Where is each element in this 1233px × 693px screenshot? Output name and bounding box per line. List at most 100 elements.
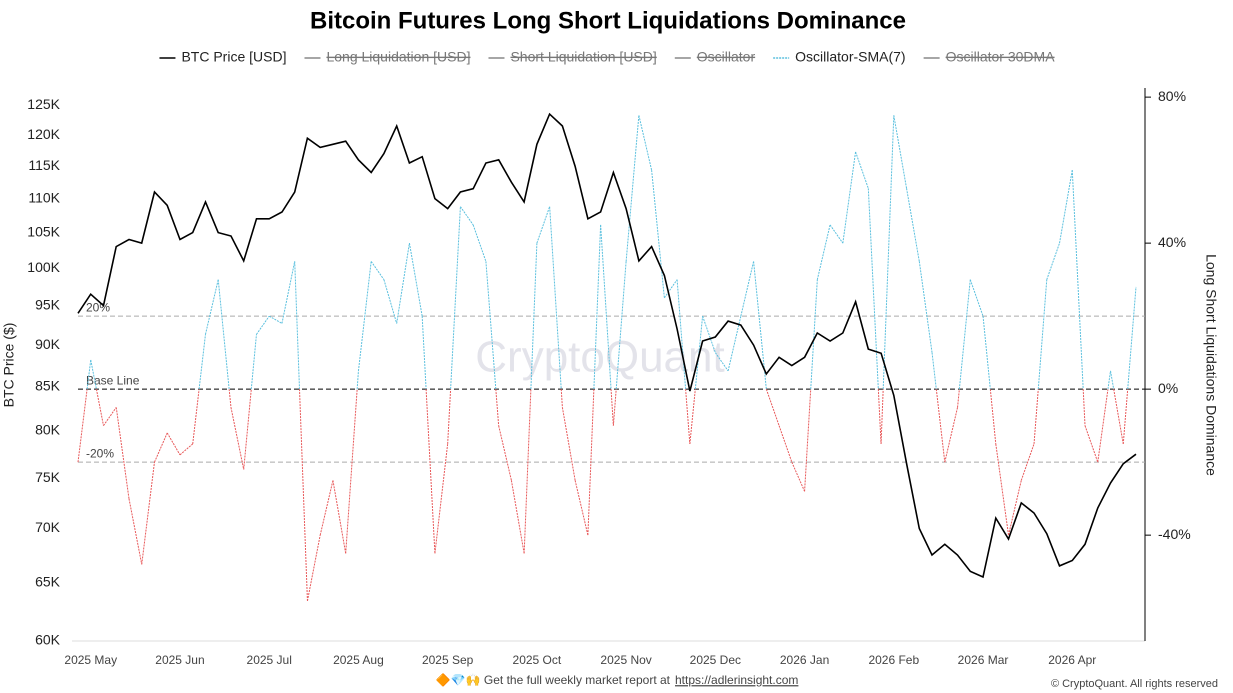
footer: 🔶💎🙌 Get the full weekly market report at <box>436 673 671 687</box>
oscillator-segment <box>615 261 627 390</box>
legend: BTC Price [USD] Long Liquidation [USD] Sho… <box>159 49 1055 65</box>
oscillator-segment <box>510 480 525 554</box>
oscillator-segment <box>179 443 194 456</box>
x-tick-label: 2026 Mar <box>958 653 1009 667</box>
oscillator-segment <box>268 315 283 324</box>
oscillator-segment <box>610 389 614 426</box>
oscillator-segment <box>294 261 300 390</box>
oscillator-segment <box>1097 389 1109 463</box>
oscillator-segment <box>95 389 104 426</box>
oscillator-segment <box>765 388 780 426</box>
oscillator-segment <box>778 425 793 463</box>
x-tick-label: 2025 Dec <box>690 653 741 667</box>
oscillator-segment <box>498 425 512 481</box>
oscillator-segment <box>86 359 92 390</box>
y2-tick-label: -40% <box>1158 526 1191 542</box>
oscillator-segment <box>918 261 933 353</box>
oscillator-segment <box>969 279 984 317</box>
oscillator-segment <box>689 389 696 444</box>
oscillator-segment <box>1059 170 1073 244</box>
y-tick-label: 110K <box>28 189 60 205</box>
oscillator-segment <box>77 389 88 463</box>
oscillator-segment <box>1122 389 1129 444</box>
y-tick-label: 100K <box>27 259 60 275</box>
oscillator-segment <box>217 279 230 390</box>
x-tick-label: 2026 Apr <box>1048 653 1096 667</box>
oscillator-segment <box>612 389 617 426</box>
oscillator-segment <box>383 279 398 324</box>
y-tick-label: 90K <box>35 336 61 352</box>
oscillator-segment <box>714 352 729 372</box>
legend-label[interactable]: Oscillator <box>697 49 756 65</box>
oscillator-segment <box>281 261 296 324</box>
oscillator-segment <box>357 261 372 371</box>
oscillator-segment <box>128 498 143 565</box>
reference-label: -20% <box>86 446 114 460</box>
oscillator-segment <box>829 224 844 244</box>
oscillator-segment <box>560 389 563 408</box>
oscillator-segment <box>1033 389 1039 444</box>
y-tick-label: 60K <box>35 632 61 648</box>
oscillator-segment <box>434 443 449 554</box>
oscillator-segment <box>332 480 347 554</box>
oscillator-segment <box>587 389 595 536</box>
price-line <box>77 112 1137 579</box>
x-tick-label: 2025 Sep <box>422 653 474 667</box>
y-tick-label: 120K <box>27 126 60 142</box>
oscillator-segment <box>536 206 551 244</box>
oscillator-segment <box>166 432 181 456</box>
oscillator-segment <box>298 389 308 601</box>
oscillator-segment <box>877 389 882 444</box>
legend-label[interactable]: Long Liquidation [USD] <box>326 49 470 65</box>
oscillator-segment <box>1008 480 1022 536</box>
oscillator-segment <box>958 279 971 390</box>
oscillator-segment <box>810 279 818 390</box>
reference-label: Base Line <box>86 373 140 387</box>
oscillator-segment <box>931 352 937 390</box>
oscillator-segment <box>855 151 869 189</box>
oscillator-segment <box>880 389 884 444</box>
oscillator-segment <box>495 389 500 426</box>
y2-tick-label: 80% <box>1158 88 1186 104</box>
oscillator-segment <box>90 359 97 390</box>
oscillator-segment <box>243 389 252 470</box>
legend-label[interactable]: BTC Price [USD] <box>181 49 286 65</box>
oscillator-segment <box>867 188 879 390</box>
y-tick-label: 125K <box>27 96 60 112</box>
y-tick-label: 115K <box>28 157 60 173</box>
footer-link[interactable]: https://adlerinsight.com <box>675 673 798 687</box>
y-tick-label: 105K <box>27 223 60 239</box>
y2-tick-label: 0% <box>1158 380 1178 396</box>
y-tick-label: 95K <box>35 296 61 312</box>
oscillator-segment <box>702 315 716 353</box>
oscillator-segment <box>651 170 665 298</box>
oscillator-segment <box>1107 370 1112 390</box>
legend-label[interactable]: Short Liquidation [USD] <box>510 49 656 65</box>
oscillator-segment <box>1110 370 1115 390</box>
x-tick-label: 2025 Oct <box>513 653 562 667</box>
legend-label[interactable]: Oscillator 30DMA <box>946 49 1056 65</box>
oscillator-segment <box>141 462 155 565</box>
legend-label[interactable]: Oscillator-SMA(7) <box>795 49 905 65</box>
oscillator-segment <box>1071 170 1084 390</box>
oscillator-segment <box>740 261 755 317</box>
copyright: © CryptoQuant. All rights reserved <box>1051 678 1218 690</box>
x-tick-label: 2025 Jun <box>155 653 204 667</box>
oscillator-segment <box>561 407 576 481</box>
oscillator-segment <box>593 224 602 390</box>
oscillator-segment <box>485 261 497 390</box>
oscillator-segment <box>530 243 538 390</box>
oscillator-segment <box>345 389 358 554</box>
oscillator-segment <box>1127 286 1137 390</box>
oscillator-segment <box>663 279 678 299</box>
y-tick-label: 70K <box>35 519 61 535</box>
oscillator-segment <box>804 389 812 492</box>
oscillator-segment <box>882 115 895 390</box>
oscillator-segment <box>982 316 991 390</box>
oscillator-segment <box>306 535 321 601</box>
oscillator-segment <box>459 206 474 226</box>
oscillator-segment <box>425 389 436 554</box>
oscillator-segment <box>450 206 461 390</box>
oscillator-segment <box>893 115 908 189</box>
